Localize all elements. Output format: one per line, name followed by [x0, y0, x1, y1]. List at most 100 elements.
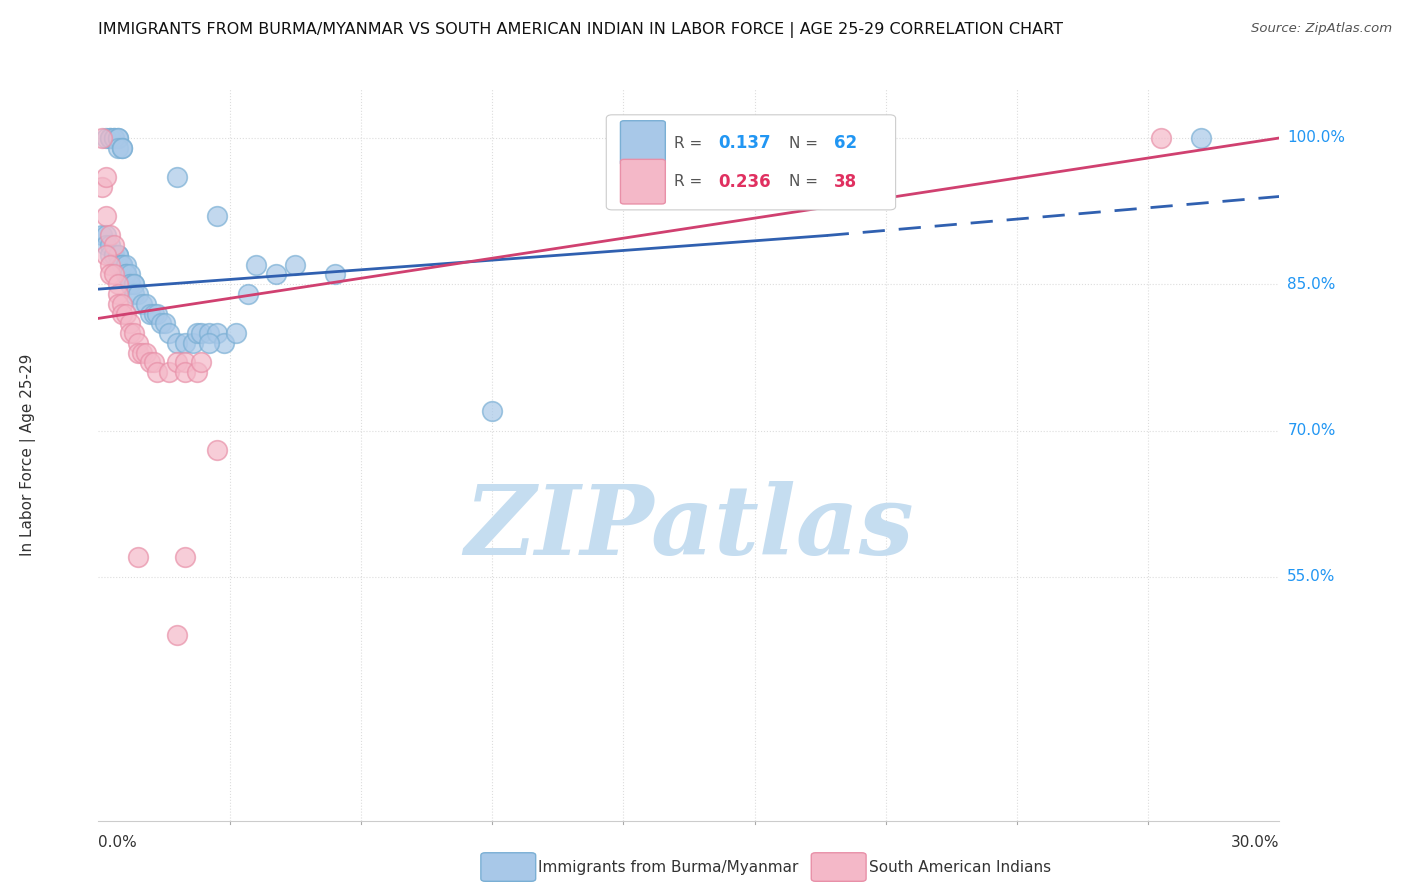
Point	[135, 297, 157, 311]
Text: 62: 62	[834, 134, 858, 152]
FancyBboxPatch shape	[811, 853, 866, 881]
Text: 0.0%: 0.0%	[98, 835, 138, 850]
Point	[190, 355, 212, 369]
Point	[174, 365, 197, 379]
Point	[186, 365, 208, 379]
Point	[107, 141, 129, 155]
Point	[96, 131, 118, 145]
Point	[91, 228, 114, 243]
Point	[127, 345, 149, 359]
Point	[1189, 131, 1212, 145]
Point	[115, 268, 138, 282]
Point	[190, 326, 212, 340]
Point	[138, 306, 160, 320]
Point	[111, 141, 134, 155]
Point	[205, 209, 228, 223]
Point	[91, 131, 114, 145]
Text: R =: R =	[673, 174, 702, 189]
Point	[107, 248, 129, 262]
Text: 85.0%: 85.0%	[1288, 277, 1336, 292]
Point	[205, 443, 228, 458]
Point	[150, 316, 173, 330]
Point	[118, 268, 141, 282]
Text: IMMIGRANTS FROM BURMA/MYANMAR VS SOUTH AMERICAN INDIAN IN LABOR FORCE | AGE 25-2: IMMIGRANTS FROM BURMA/MYANMAR VS SOUTH A…	[98, 22, 1063, 38]
Point	[103, 248, 125, 262]
Point	[107, 131, 129, 145]
Point	[122, 277, 145, 292]
Point	[236, 287, 259, 301]
Point	[115, 306, 138, 320]
Point	[138, 355, 160, 369]
Point	[135, 345, 157, 359]
Point	[115, 268, 138, 282]
Point	[481, 404, 503, 418]
Point	[103, 131, 125, 145]
Point	[127, 550, 149, 565]
FancyBboxPatch shape	[606, 115, 896, 210]
Point	[103, 248, 125, 262]
Point	[96, 209, 118, 223]
Point	[98, 131, 121, 145]
FancyBboxPatch shape	[481, 853, 536, 881]
Point	[107, 277, 129, 292]
Point	[96, 169, 118, 184]
Point	[107, 297, 129, 311]
Point	[118, 326, 141, 340]
Point	[157, 365, 180, 379]
Text: 38: 38	[834, 173, 858, 191]
Text: In Labor Force | Age 25-29: In Labor Force | Age 25-29	[20, 354, 35, 556]
Point	[131, 345, 153, 359]
Text: 30.0%: 30.0%	[1232, 835, 1279, 850]
Point	[678, 131, 700, 145]
Point	[98, 228, 121, 243]
Point	[107, 258, 129, 272]
Text: 0.137: 0.137	[718, 134, 770, 152]
Point	[96, 248, 118, 262]
Point	[678, 131, 700, 145]
Point	[131, 297, 153, 311]
Point	[118, 277, 141, 292]
Point	[91, 179, 114, 194]
Text: N =: N =	[789, 174, 818, 189]
Point	[96, 238, 118, 252]
FancyBboxPatch shape	[620, 160, 665, 204]
Point	[166, 169, 188, 184]
Point	[205, 326, 228, 340]
Point	[146, 306, 169, 320]
Text: 100.0%: 100.0%	[1288, 130, 1346, 145]
Point	[118, 277, 141, 292]
Point	[115, 268, 138, 282]
Text: Source: ZipAtlas.com: Source: ZipAtlas.com	[1251, 22, 1392, 36]
Point	[166, 335, 188, 350]
Point	[118, 316, 141, 330]
Point	[225, 326, 247, 340]
Point	[107, 248, 129, 262]
Point	[197, 335, 219, 350]
Point	[103, 268, 125, 282]
Point	[111, 258, 134, 272]
Point	[174, 550, 197, 565]
Point	[115, 258, 138, 272]
Point	[323, 268, 346, 282]
Text: South American Indians: South American Indians	[869, 860, 1052, 874]
Point	[111, 306, 134, 320]
Point	[146, 365, 169, 379]
Point	[96, 228, 118, 243]
Text: ZIPatlas: ZIPatlas	[464, 481, 914, 575]
Point	[103, 131, 125, 145]
Point	[103, 238, 125, 252]
Point	[107, 287, 129, 301]
Point	[157, 326, 180, 340]
Point	[122, 287, 145, 301]
Point	[111, 297, 134, 311]
Point	[1150, 131, 1173, 145]
Text: R =: R =	[673, 136, 702, 151]
Point	[264, 268, 287, 282]
Point	[245, 258, 267, 272]
Point	[127, 287, 149, 301]
Text: Immigrants from Burma/Myanmar: Immigrants from Burma/Myanmar	[538, 860, 799, 874]
Point	[174, 335, 197, 350]
Text: 70.0%: 70.0%	[1288, 423, 1336, 438]
Point	[98, 238, 121, 252]
Point	[98, 248, 121, 262]
